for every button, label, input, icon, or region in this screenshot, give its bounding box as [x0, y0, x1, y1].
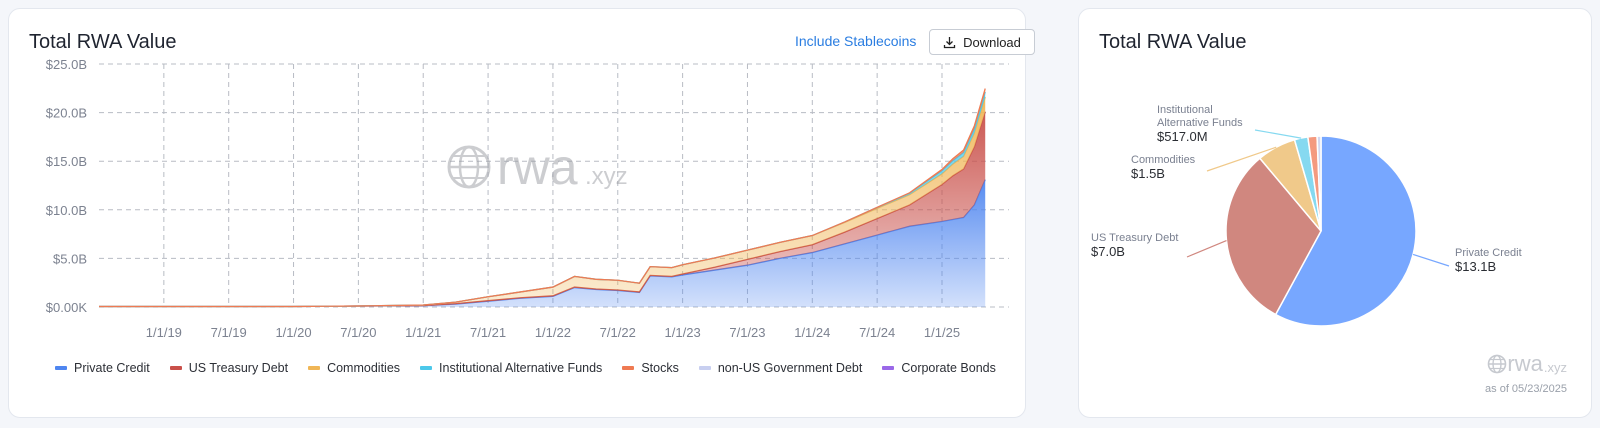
x-tick-label: 1/1/20 [275, 325, 311, 340]
legend-label: Stocks [641, 361, 679, 375]
x-tick-label: 7/1/22 [600, 325, 636, 340]
x-tick-label: 7/1/21 [470, 325, 506, 340]
pie-leader-line [1206, 146, 1277, 172]
download-button[interactable]: Download [929, 29, 1035, 55]
pie-slice-value: $13.1B [1455, 259, 1496, 274]
y-tick-label: $0.00K [46, 300, 88, 315]
pie-slice-label: Institutional [1157, 104, 1213, 116]
pie-slice-value: $1.5B [1131, 166, 1165, 181]
legend-item[interactable]: Commodities [308, 361, 400, 375]
rwa-pie-chart-card: Total RWA Value Private Credit $13.1B US T… [1078, 8, 1592, 418]
line-stocks [99, 88, 986, 308]
area-us-treasury-debt [99, 111, 986, 307]
watermark-text: rwa [497, 139, 578, 195]
x-tick-label: 7/1/20 [340, 325, 376, 340]
legend-item[interactable]: Institutional Alternative Funds [420, 361, 602, 375]
legend-swatch [420, 366, 433, 370]
legend-label: Commodities [327, 361, 401, 375]
legend-item[interactable]: Private Credit [55, 361, 150, 375]
pie-slice-value: $517.0M [1157, 129, 1208, 144]
rwa-area-chart-card: Total RWA Value Include Stablecoins Down… [8, 8, 1035, 418]
pie-slice-us-treasury-debt [1225, 157, 1322, 316]
x-tick-label: 1/1/22 [535, 325, 571, 340]
download-label: Download [963, 34, 1021, 50]
y-tick-label: $20.0B [46, 106, 87, 121]
watermark-suffix: .xyz [585, 163, 628, 190]
as-of-date: as of 05/23/2025 [1485, 383, 1567, 395]
pie-slice-label: Commodities [1131, 154, 1196, 166]
y-tick-label: $25.0B [46, 57, 87, 72]
x-tick-label: 7/1/24 [859, 325, 895, 340]
x-tick-label: 7/1/19 [211, 325, 247, 340]
y-tick-label: $10.0B [46, 203, 87, 218]
pie-slice-private-credit [1274, 135, 1417, 327]
legend-label: Private Credit [74, 361, 150, 375]
include-stablecoins-link[interactable]: Include Stablecoins [795, 33, 917, 49]
pie-title: Total RWA Value [1099, 31, 1247, 53]
area-private-credit [99, 179, 986, 307]
legend-swatch [622, 366, 635, 370]
legend-swatch [698, 366, 711, 370]
pie-slice-value: $7.0B [1091, 244, 1125, 259]
pie-chart: Private Credit$13.1B US Treasury Debt$7.0… [1091, 104, 1522, 327]
pie-leader-line [1186, 240, 1227, 258]
legend-item[interactable]: non-US Government Debt [698, 361, 863, 375]
x-tick-label: 7/1/23 [729, 325, 765, 340]
x-tick-label: 1/1/21 [405, 325, 441, 340]
legend-item[interactable]: Corporate Bonds [882, 361, 996, 375]
legend-item[interactable]: US Treasury Debt [169, 361, 289, 375]
legend-swatch [169, 366, 182, 370]
legend-label: non-US Government Debt [717, 361, 863, 375]
pie-leader-line [1412, 253, 1450, 267]
legend-item[interactable]: Stocks [622, 361, 679, 375]
rwa-watermark: rwa .xyz [447, 139, 628, 195]
legend-label: US Treasury Debt [188, 361, 289, 375]
watermark-text: rwa [1507, 351, 1543, 376]
watermark-suffix: .xyz [1543, 359, 1567, 375]
rwa-watermark-logo: rwa .xyz [1487, 351, 1567, 377]
globe-icon [1488, 354, 1507, 374]
pie-slice-label: Private Credit [1455, 247, 1522, 259]
x-tick-label: 1/1/24 [794, 325, 830, 340]
x-tick-label: 1/1/23 [665, 325, 701, 340]
legend-swatch [55, 366, 67, 370]
x-tick-label: 1/1/25 [924, 325, 960, 340]
legend-label: Institutional Alternative Funds [439, 361, 603, 375]
x-tick-label: 1/1/19 [146, 325, 182, 340]
pie-slice-label: Alternative Funds [1157, 117, 1243, 129]
download-icon [943, 36, 956, 48]
y-tick-label: $5.0B [53, 251, 87, 266]
area-commodities [99, 97, 986, 307]
pie-slice-label: US Treasury Debt [1091, 232, 1178, 244]
y-tick-label: $15.0B [46, 154, 87, 169]
legend-swatch [882, 366, 895, 370]
pie-slice-non-us-government-debt [1316, 135, 1322, 232]
chart-legend: Private Credit US Treasury Debt Commoditie… [55, 361, 1016, 375]
area-chart-plot: $0.00K $5.0B $10.0B $15.0B $20.0B $25.0B 1/1/1… [46, 57, 1009, 340]
chart-title: Total RWA Value [29, 31, 177, 53]
pie-leader-line [1254, 129, 1302, 139]
legend-swatch [308, 366, 321, 370]
legend-label: Corporate Bonds [901, 361, 996, 375]
